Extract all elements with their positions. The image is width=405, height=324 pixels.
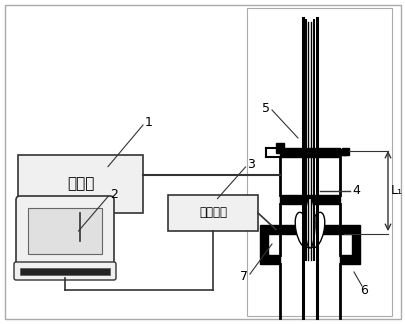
Bar xyxy=(20,268,110,275)
Bar xyxy=(168,195,257,231)
Text: 7: 7 xyxy=(239,270,247,283)
Bar xyxy=(259,255,279,264)
Text: 4: 4 xyxy=(351,184,359,198)
Text: 1: 1 xyxy=(145,117,153,130)
Text: 2: 2 xyxy=(110,188,118,201)
Bar xyxy=(279,225,339,234)
Text: L₁: L₁ xyxy=(390,184,402,198)
Bar xyxy=(246,8,391,316)
Bar xyxy=(259,225,279,234)
Text: 传动装置: 传动装置 xyxy=(198,206,226,219)
FancyBboxPatch shape xyxy=(16,196,114,266)
Bar xyxy=(279,195,339,204)
Bar xyxy=(28,208,102,254)
Bar xyxy=(341,148,348,155)
Bar xyxy=(336,149,345,155)
Ellipse shape xyxy=(309,212,324,248)
Text: 微波源: 微波源 xyxy=(67,177,94,191)
Bar xyxy=(351,234,359,255)
Bar xyxy=(339,255,359,264)
Ellipse shape xyxy=(294,212,310,248)
Text: 5: 5 xyxy=(261,101,269,114)
Bar xyxy=(18,155,143,213)
Bar xyxy=(339,225,359,234)
Text: 6: 6 xyxy=(359,284,367,296)
Ellipse shape xyxy=(304,198,314,248)
Bar xyxy=(259,234,267,255)
Text: 3: 3 xyxy=(247,158,255,171)
Bar xyxy=(279,148,339,157)
FancyBboxPatch shape xyxy=(14,262,116,280)
Bar xyxy=(275,143,284,153)
